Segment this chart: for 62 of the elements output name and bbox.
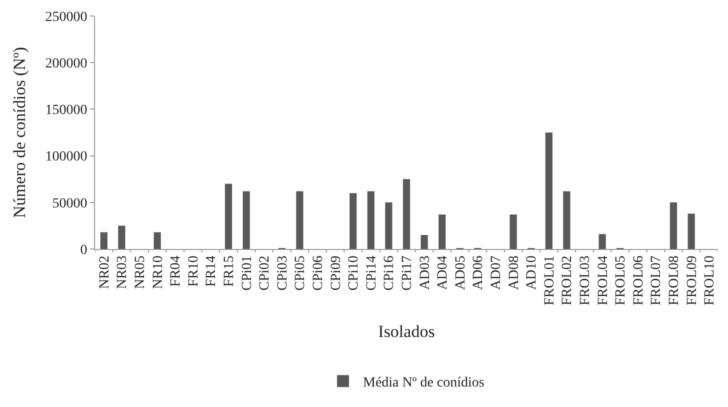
bar — [385, 202, 392, 249]
y-axis-title: Número de conídios (Nº) — [10, 47, 29, 218]
x-tick-label: NR10 — [150, 256, 166, 290]
y-tick-label: 0 — [80, 242, 88, 258]
x-tick-label: FR10 — [186, 256, 202, 287]
bar — [420, 235, 428, 249]
x-tick-label: FROL09 — [684, 256, 700, 306]
bar — [100, 232, 108, 249]
bar — [224, 184, 232, 249]
x-tick-label: CPi10 — [346, 256, 362, 291]
bar — [510, 214, 517, 249]
x-tick-label: AD04 — [436, 256, 451, 290]
x-tick-label: AD08 — [506, 256, 522, 290]
x-tick-label: FROL05 — [614, 256, 629, 306]
x-tick-label: FR14 — [204, 256, 220, 287]
bar — [296, 191, 304, 249]
x-tick-label: NR05 — [133, 256, 148, 290]
x-tick-label: AD06 — [471, 256, 486, 290]
y-tick-label: 100000 — [45, 150, 88, 165]
bar — [402, 179, 410, 249]
x-tick-label: CPi01 — [240, 256, 255, 291]
x-tick-label: FR04 — [168, 256, 184, 287]
x-tick-label: CPi14 — [364, 256, 380, 291]
x-tick-label: FROL07 — [649, 256, 664, 306]
x-axis-title: Isolados — [378, 322, 435, 341]
bar — [563, 191, 570, 249]
y-tick-label: 250000 — [45, 10, 88, 25]
x-tick-label: AD05 — [453, 256, 468, 290]
x-tick-label: AD07 — [489, 256, 504, 290]
bar — [367, 191, 374, 249]
y-tick-label: 200000 — [45, 56, 88, 72]
x-tick-label: CPi03 — [275, 256, 290, 291]
bar — [118, 226, 126, 249]
x-tick-label: FROL08 — [667, 256, 682, 306]
legend-label: Média Nº de conídios — [363, 376, 484, 391]
x-tick-label: AD10 — [524, 256, 540, 290]
y-tick-label: 50000 — [52, 196, 88, 212]
x-tick-label: FROL02 — [560, 256, 576, 306]
x-tick-label: FROL06 — [631, 256, 646, 306]
y-tick-label: 150000 — [45, 103, 88, 118]
bar — [154, 232, 161, 249]
x-tick-label: CPi02 — [258, 256, 273, 291]
x-tick-label: CPi09 — [328, 256, 344, 291]
bar — [242, 191, 250, 249]
x-tick-label: FROL01 — [542, 256, 558, 306]
bar — [598, 234, 606, 249]
bar — [670, 202, 678, 249]
bar — [688, 214, 695, 249]
x-tick-label: AD03 — [418, 256, 433, 290]
bar — [438, 214, 446, 249]
bar — [350, 193, 357, 249]
x-tick-label: CPi05 — [293, 256, 308, 291]
x-tick-label: NR03 — [115, 256, 130, 290]
x-tick-label: NR02 — [97, 256, 112, 290]
x-tick-label: FROL10 — [702, 256, 718, 306]
x-tick-label: CPi16 — [382, 256, 398, 291]
x-tick-label: CPi06 — [311, 256, 326, 291]
x-tick-label: FROL04 — [596, 256, 611, 306]
x-tick-label: FROL03 — [578, 256, 594, 306]
x-tick-label: CPi17 — [400, 256, 416, 291]
bar — [545, 132, 552, 249]
x-tick-label: FR15 — [222, 256, 238, 287]
